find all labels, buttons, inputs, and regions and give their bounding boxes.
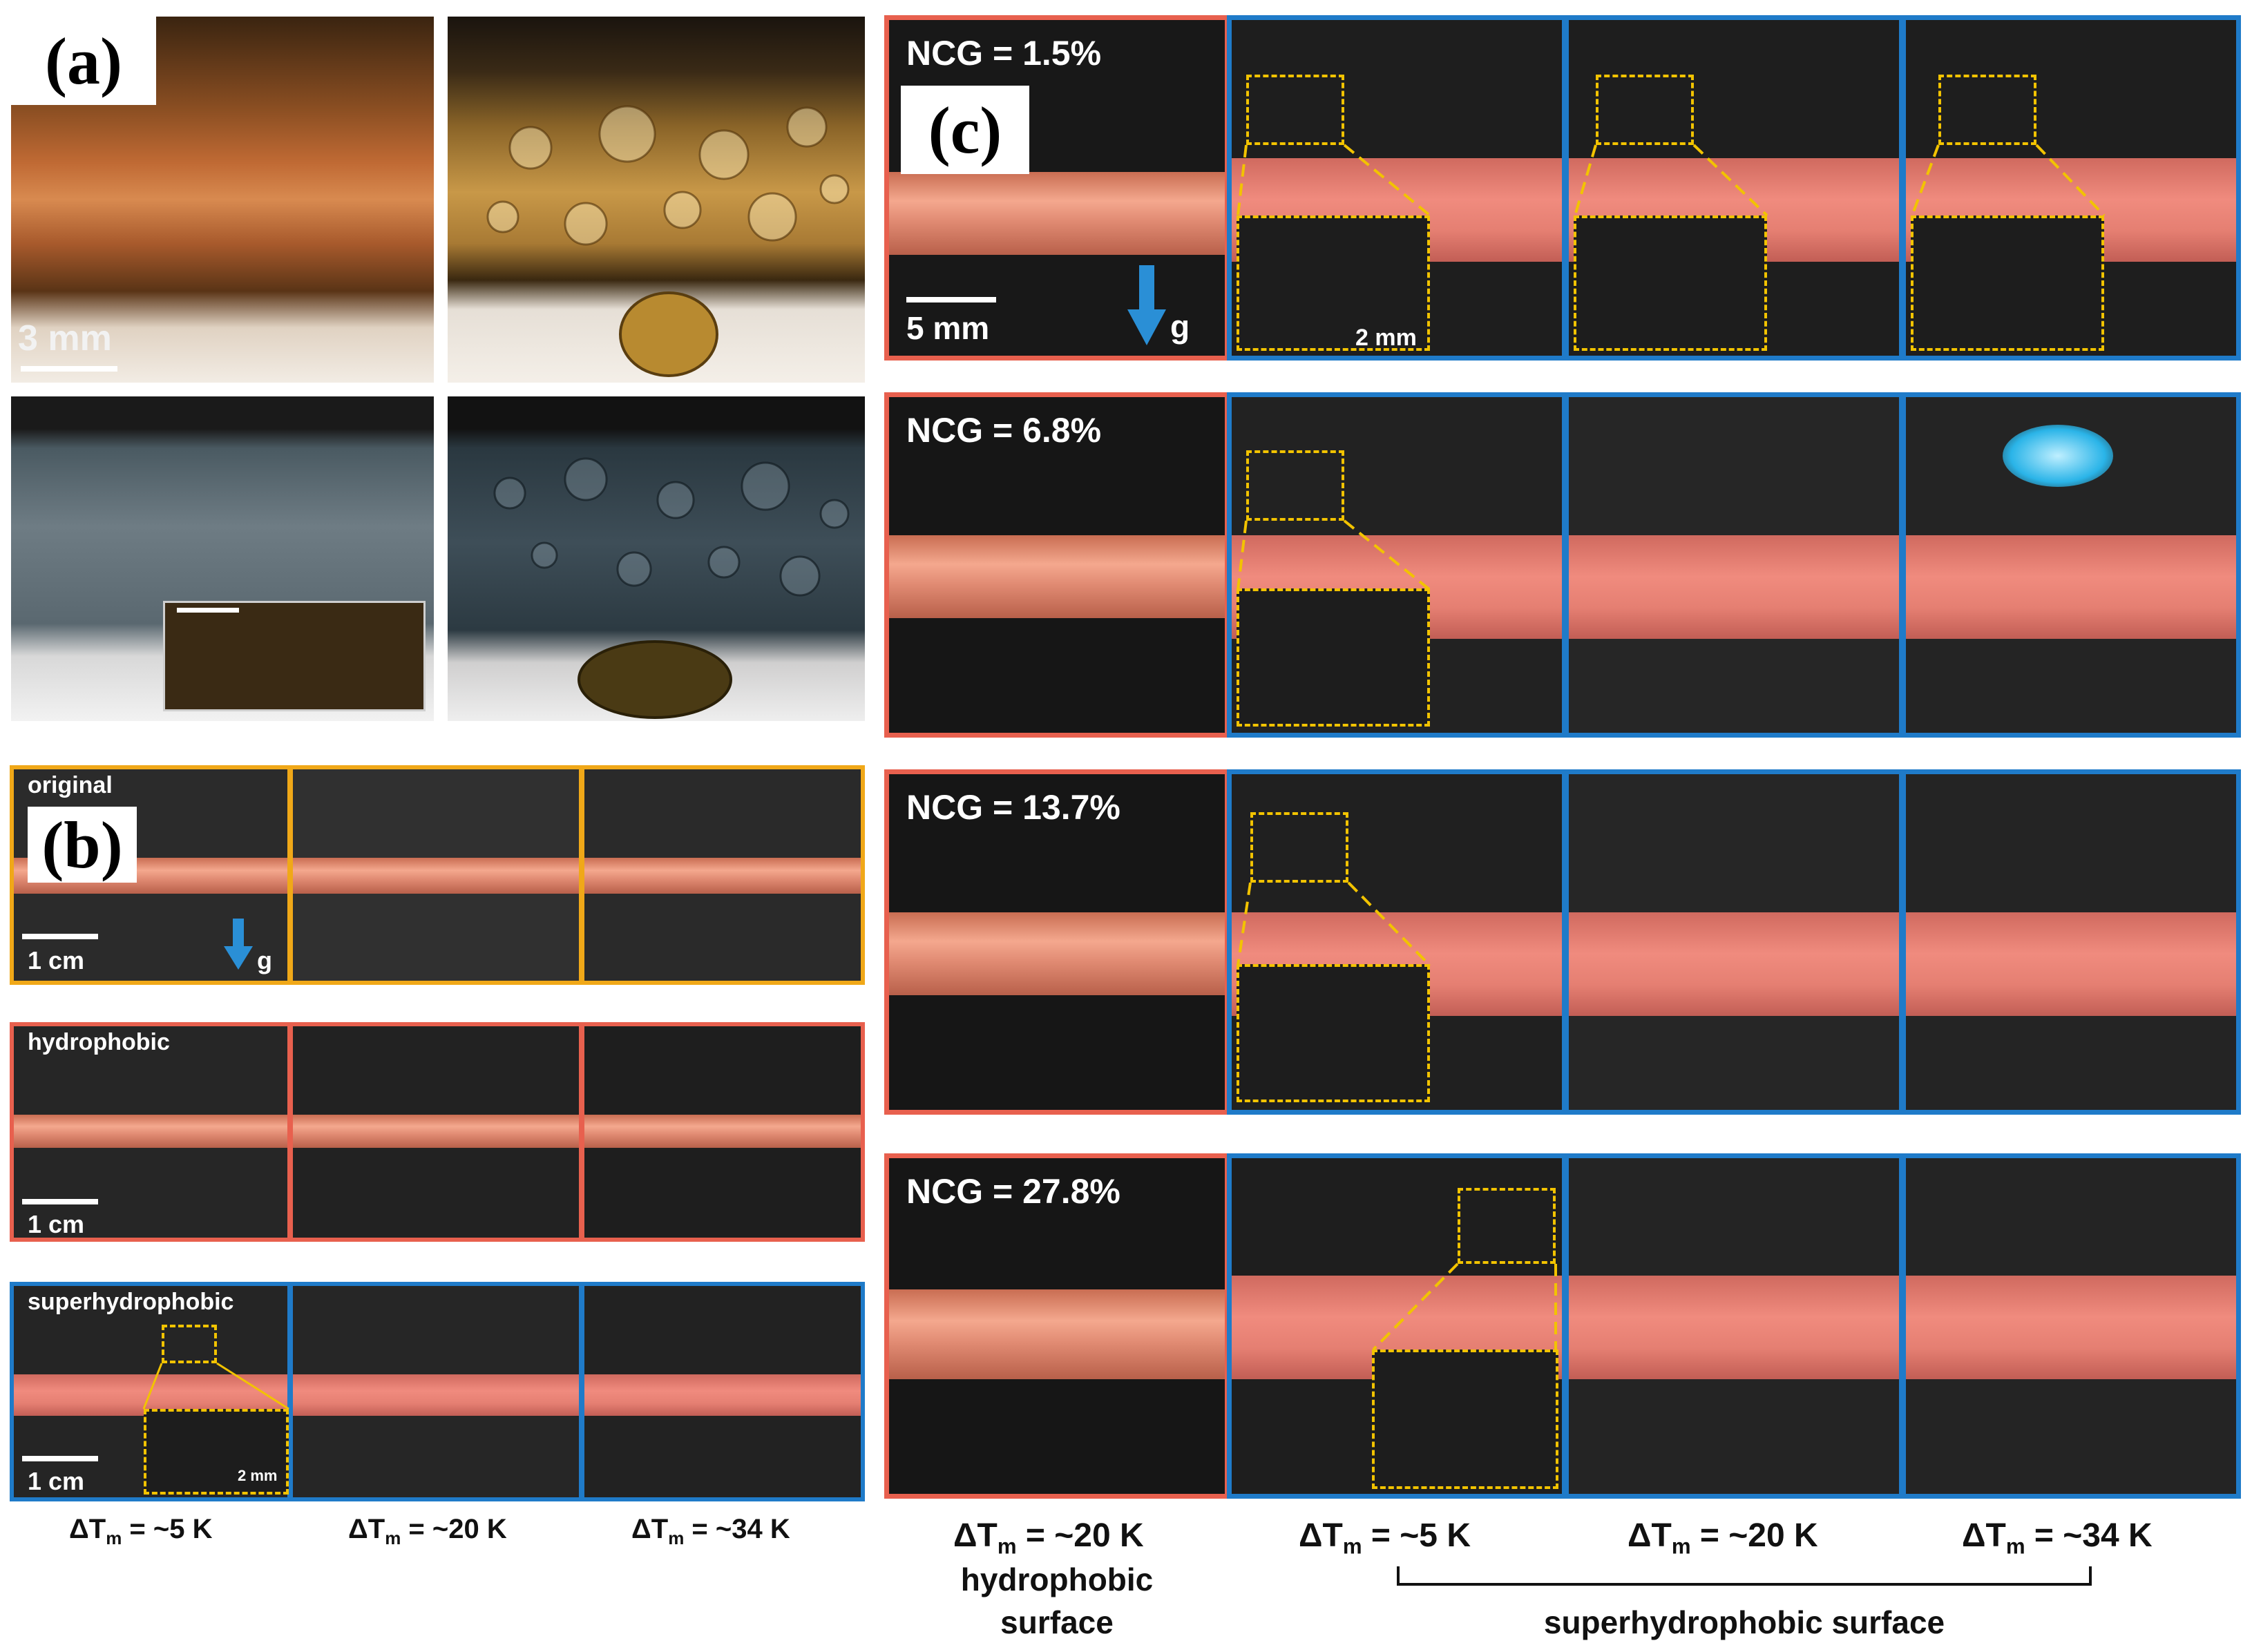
b-superhydrophobic-zoom-inset bbox=[144, 1409, 289, 1495]
c-row2-hydrophobic bbox=[884, 392, 1230, 738]
b-original-2 bbox=[289, 765, 583, 985]
c-caption-hydrophobic: hydrophobic surface bbox=[919, 1558, 1195, 1644]
c-caption-superhydrophobic: superhydrophobic surface bbox=[1543, 1604, 1945, 1640]
photo-a-copper-droplets bbox=[448, 17, 865, 383]
c-row3-zoom-connector bbox=[1237, 881, 1431, 967]
c-row1-zoom-inset-2 bbox=[1574, 215, 1767, 351]
b-original-scale-label: 1 cm bbox=[28, 946, 85, 974]
c-row3-zoom-inset bbox=[1237, 964, 1430, 1102]
b-original-scale-bar bbox=[22, 934, 98, 939]
c-row3-zoom-box bbox=[1250, 812, 1348, 883]
c-row4-hydrophobic bbox=[884, 1153, 1230, 1499]
c-row1-hydrophobic bbox=[884, 15, 1230, 361]
b-row-label-original: original bbox=[28, 772, 113, 798]
c-row1-scale-bar bbox=[906, 297, 996, 302]
c-dt-label-sh-1: ΔTm = ~5 K bbox=[1299, 1517, 1471, 1559]
photo-a-gray-bare bbox=[11, 396, 434, 721]
c-superhydrophobic-bracket bbox=[1397, 1566, 2092, 1586]
b-hydrophobic-1 bbox=[10, 1022, 292, 1242]
b-superhydrophobic-scale-label: 1 cm bbox=[28, 1467, 85, 1495]
b-dt-label-3: ΔTm = ~34 K bbox=[631, 1514, 790, 1548]
b-original-3 bbox=[580, 765, 865, 985]
panel-a-scale-bar bbox=[21, 366, 117, 372]
b-row-label-superhydrophobic: superhydrophobic bbox=[28, 1289, 234, 1315]
c-row4-ncg-label: NCG = 27.8% bbox=[906, 1172, 1120, 1211]
c-row1-zoom-connectors bbox=[1237, 144, 2106, 217]
c-caption-hydrophobic-line2: surface bbox=[1000, 1604, 1114, 1640]
c-row1-zoom-box-3 bbox=[1938, 75, 2036, 145]
photo-a-gray-droplets bbox=[448, 396, 865, 721]
b-superhydrophobic-3 bbox=[580, 1282, 865, 1501]
b-superhydrophobic-2 bbox=[289, 1282, 583, 1501]
b-hydrophobic-3 bbox=[580, 1022, 865, 1242]
c-row2-sh-3 bbox=[1901, 392, 2241, 738]
panel-b-letter: (b) bbox=[28, 807, 137, 883]
panel-a-letter: (a) bbox=[11, 17, 156, 105]
b-zoom-connector bbox=[142, 1362, 289, 1410]
c-row4-sh-2 bbox=[1564, 1153, 1904, 1499]
c-caption-hydrophobic-line1: hydrophobic bbox=[960, 1562, 1154, 1597]
gray-droplets-graphic bbox=[493, 457, 850, 719]
c-row4-zoom-inset bbox=[1372, 1350, 1558, 1489]
c-row4-zoom-connector bbox=[1372, 1262, 1557, 1351]
inset-a-scale-bar bbox=[177, 608, 239, 613]
c-row4-zoom-box bbox=[1458, 1188, 1556, 1264]
b-dt-label-2: ΔTm = ~20 K bbox=[348, 1514, 507, 1548]
c-row1-zoom-inset-3 bbox=[1911, 215, 2104, 351]
c-row2-sh-2 bbox=[1564, 392, 1904, 738]
c-row4-sh-3 bbox=[1901, 1153, 2241, 1499]
c-row3-hydrophobic bbox=[884, 769, 1230, 1115]
inset-a bbox=[163, 601, 426, 711]
c-gravity-label: g bbox=[1170, 309, 1190, 345]
c-row2-zoom-inset bbox=[1237, 588, 1430, 727]
b-inset-scale-label: 2 mm bbox=[238, 1467, 278, 1484]
panel-a-scale-label: 3 mm bbox=[18, 318, 112, 358]
c-row1-zoom-box-1 bbox=[1246, 75, 1344, 145]
droplets-graphic bbox=[486, 105, 850, 377]
c-row1-ncg-label: NCG = 1.5% bbox=[906, 34, 1102, 73]
c-row3-ncg-label: NCG = 13.7% bbox=[906, 788, 1120, 827]
c-gravity-arrow-icon bbox=[1127, 265, 1166, 345]
c-row2-zoom-box bbox=[1246, 450, 1344, 521]
c-dt-label-sh-3: ΔTm = ~34 K bbox=[1962, 1517, 2153, 1559]
b-hydrophobic-scale-bar bbox=[22, 1199, 98, 1204]
c-row2-zoom-connector bbox=[1237, 519, 1431, 591]
c-row3-sh-3 bbox=[1901, 769, 2241, 1115]
b-row-label-hydrophobic: hydrophobic bbox=[28, 1029, 170, 1055]
b-hydrophobic-scale-label: 1 cm bbox=[28, 1210, 85, 1238]
b-superhydrophobic-scale-bar bbox=[22, 1456, 98, 1461]
c-row1-inset-scale-label: 2 mm bbox=[1355, 325, 1417, 351]
c-row1-zoom-box-2 bbox=[1596, 75, 1694, 145]
c-dt-label-sh-2: ΔTm = ~20 K bbox=[1628, 1517, 1818, 1559]
c-row1-zoom-inset-1 bbox=[1237, 215, 1430, 351]
b-dt-label-1: ΔTm = ~5 K bbox=[69, 1514, 213, 1548]
c-row3-sh-2 bbox=[1564, 769, 1904, 1115]
c-row1-scale-label: 5 mm bbox=[906, 310, 990, 346]
c-dt-label-hydrophobic: ΔTm = ~20 K bbox=[953, 1517, 1144, 1559]
b-superhydrophobic-zoom-box bbox=[162, 1325, 217, 1363]
b-hydrophobic-2 bbox=[289, 1022, 583, 1242]
panel-c-letter: (c) bbox=[901, 86, 1029, 174]
b-gravity-label: g bbox=[257, 946, 272, 974]
gravity-arrow-icon bbox=[224, 919, 253, 970]
c-row2-ncg-label: NCG = 6.8% bbox=[906, 411, 1102, 450]
